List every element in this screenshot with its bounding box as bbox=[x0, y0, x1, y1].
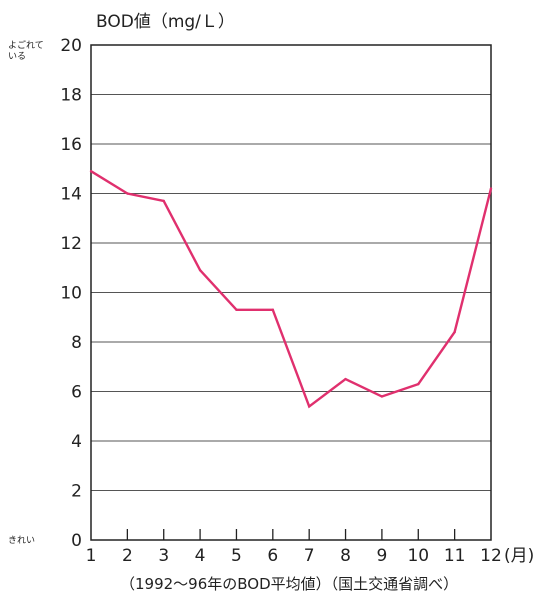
top-annotation-line1: よごれて bbox=[8, 39, 44, 51]
plot-frame bbox=[90, 44, 492, 541]
x-tick-label-10: 10 bbox=[407, 546, 429, 566]
y-tick-labels: 0 2 4 6 8 10 12 14 16 18 20 bbox=[60, 36, 82, 551]
bottom-annotation: きれい bbox=[8, 535, 35, 546]
data-point-11 bbox=[453, 330, 456, 334]
data-point-5 bbox=[235, 308, 238, 312]
data-point-2 bbox=[126, 192, 129, 195]
y-tick-label-6: 6 bbox=[71, 383, 82, 403]
y-tick-label-14: 14 bbox=[60, 185, 82, 205]
data-point-1 bbox=[89, 170, 93, 173]
grid-lines bbox=[91, 94, 491, 491]
data-point-10 bbox=[417, 382, 420, 386]
data-point-3 bbox=[162, 199, 165, 203]
top-annotation-line2: いる bbox=[8, 51, 26, 62]
data-point-7 bbox=[307, 405, 311, 408]
series-line-0 bbox=[90, 170, 493, 409]
x-tick-label-5: 5 bbox=[231, 546, 242, 566]
x-tick-label-2: 2 bbox=[122, 546, 133, 566]
x-tick-label-9: 9 bbox=[376, 546, 387, 566]
x-tick-labels: 1 2 3 4 5 6 7 8 9 10 11 12 bbox=[86, 546, 502, 566]
y-tick-label-0: 0 bbox=[71, 531, 82, 551]
y-tick-label-2: 2 bbox=[71, 482, 82, 502]
y-tick-label-12: 12 bbox=[60, 234, 82, 254]
data-series bbox=[89, 170, 493, 409]
data-point-8 bbox=[344, 377, 347, 381]
data-point-9 bbox=[380, 395, 384, 398]
x-tick-label-7: 7 bbox=[304, 546, 315, 566]
x-axis-unit: (月) bbox=[504, 546, 534, 566]
x-tick-label-1: 1 bbox=[86, 546, 97, 566]
x-tick-label-3: 3 bbox=[158, 546, 169, 566]
x-tick-label-6: 6 bbox=[267, 546, 278, 566]
data-point-6 bbox=[271, 308, 275, 312]
data-point-4 bbox=[198, 269, 202, 272]
x-tick-label-4: 4 bbox=[195, 546, 206, 566]
y-tick-label-8: 8 bbox=[71, 333, 82, 353]
axes bbox=[90, 44, 492, 541]
y-tick-label-4: 4 bbox=[71, 432, 82, 452]
y-tick-label-10: 10 bbox=[60, 284, 82, 304]
y-axis-label: BOD値（mg/Ｌ） bbox=[96, 12, 235, 32]
y-tick-label-16: 16 bbox=[60, 135, 82, 155]
y-tick-label-20: 20 bbox=[60, 36, 82, 56]
y-tick-label-18: 18 bbox=[60, 86, 82, 106]
source-note: （1992〜96年のBOD平均値）（国土交通省調べ） bbox=[120, 575, 458, 593]
x-tick-label-11: 11 bbox=[444, 546, 466, 566]
x-tick-label-12: 12 bbox=[480, 546, 502, 566]
data-point-12 bbox=[489, 187, 493, 190]
x-tick-label-8: 8 bbox=[340, 546, 351, 566]
